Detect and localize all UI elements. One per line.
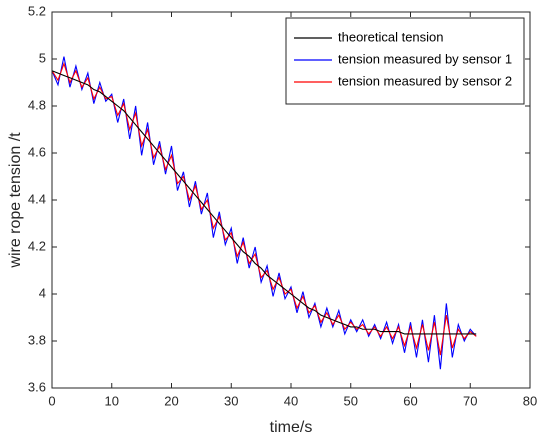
y-axis-title: wire rope tension /t (7, 132, 24, 269)
x-tick-label: 20 (164, 393, 178, 408)
x-tick-label: 30 (224, 393, 238, 408)
x-tick-label: 70 (463, 393, 477, 408)
series-line (51, 61, 477, 356)
y-tick-label: 4.2 (28, 238, 46, 253)
y-tick-label: 4 (39, 285, 46, 300)
y-tick-label: 4.4 (28, 191, 46, 206)
x-tick-label: 40 (284, 393, 298, 408)
legend-box (285, 17, 525, 105)
y-tick-label: 3.6 (28, 379, 46, 394)
y-tick-label: 5 (39, 50, 46, 65)
x-axis-title: time/s (270, 419, 313, 436)
legend-label: tension measured by sensor 2 (338, 73, 512, 88)
x-tick-label: 10 (105, 393, 119, 408)
plot-frame (51, 11, 531, 389)
series-line (51, 70, 477, 335)
y-tick-label: 4.6 (28, 144, 46, 159)
x-tick-label: 80 (523, 393, 537, 408)
x-tick-label: 60 (403, 393, 417, 408)
y-tick-label: 3.8 (28, 332, 46, 347)
y-tick-label: 4.8 (28, 97, 46, 112)
x-tick-label: 0 (48, 393, 55, 408)
x-tick-label: 50 (344, 393, 358, 408)
legend-label: theoretical tension (338, 29, 444, 44)
y-tick-label: 5.2 (28, 3, 46, 18)
legend-label: tension measured by sensor 1 (338, 51, 512, 66)
